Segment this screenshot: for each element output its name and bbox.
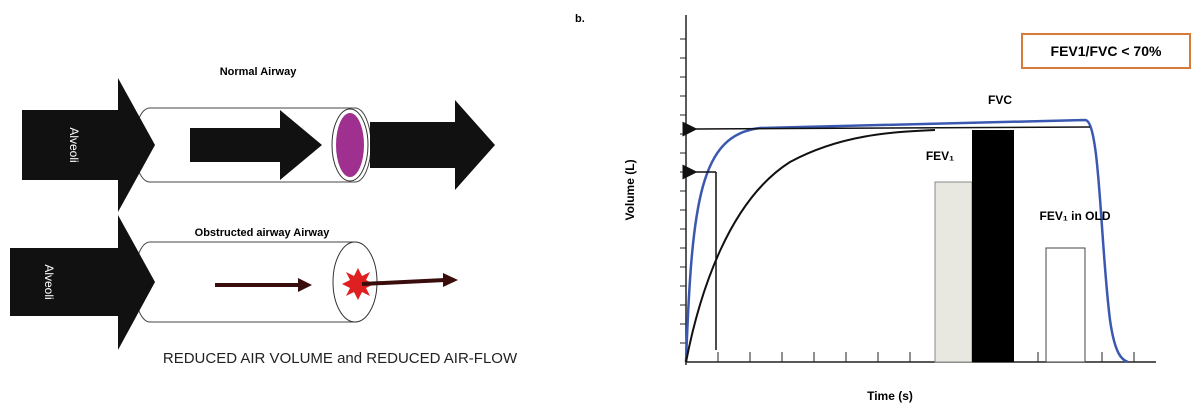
- obstructed-title: Obstructed airway Airway: [195, 227, 331, 239]
- normal-title: Normal Airway: [220, 66, 298, 78]
- spirometry-plot: b. FEV1/FVC < 70% FVC FEV₁ FEV₁ in OLD V…: [575, 13, 1191, 403]
- normal-airway: Normal Airway Alveoli: [22, 66, 495, 212]
- ratio-box: FEV1/FVC < 70%: [1051, 43, 1162, 59]
- caption: REDUCED AIR VOLUME and REDUCED AIR-FLOW: [163, 350, 518, 367]
- alveoli-label: Alveoli: [42, 264, 56, 299]
- obstructed-airway: Obstructed airway Airway Alveoli REDUCED…: [10, 215, 518, 367]
- fev1-label: FEV₁: [926, 149, 954, 163]
- big-arrow: [22, 78, 155, 212]
- fev1-old-label: FEV₁ in OLD: [1040, 209, 1111, 223]
- fvc-label: FVC: [988, 93, 1012, 107]
- x-axis-label: Time (s): [867, 389, 913, 403]
- panel-label: b.: [575, 13, 585, 25]
- alveoli-label: Alveoli: [67, 127, 81, 162]
- y-axis-label: Volume (L): [623, 159, 637, 220]
